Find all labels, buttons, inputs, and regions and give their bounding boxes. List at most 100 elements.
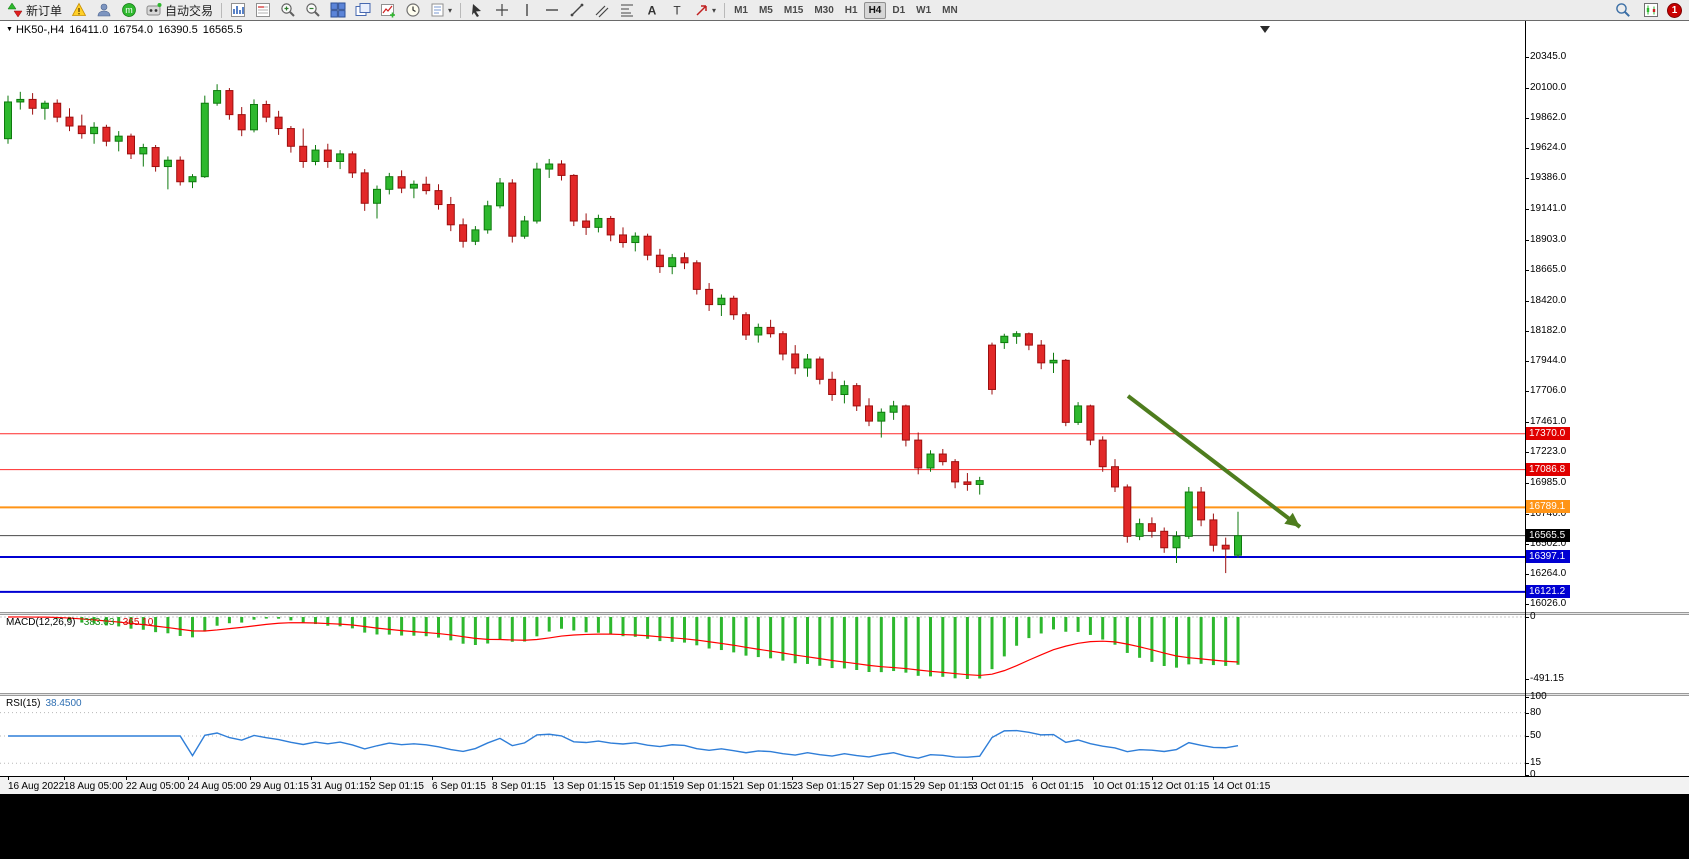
time-axis-label: 2 Sep 01:15: [370, 777, 424, 792]
price-axis-label: 19624.0: [1524, 142, 1567, 154]
time-axis-label: 31 Aug 01:15: [311, 777, 370, 792]
symbol-period: HK50-,H4: [15, 24, 65, 36]
price-axis-label: 18420.0: [1524, 294, 1567, 306]
ohlc-low: 16390.5: [157, 24, 198, 36]
search-icon: [1615, 2, 1631, 18]
market-watch-button[interactable]: [226, 1, 250, 20]
zoom-out-button[interactable]: [301, 1, 325, 20]
ohlc-close: 16565.5: [202, 24, 243, 36]
price-axis-label: 17706.0: [1524, 385, 1567, 397]
time-axis-label: 3 Oct 01:15: [972, 777, 1024, 792]
timeframe-m5[interactable]: M5: [754, 2, 778, 19]
chart-window-area: ▼ HK50-,H4 16411.0 16754.0 16390.5 16565.5 MA…: [0, 21, 1689, 794]
rsi-indicator-panel[interactable]: [0, 696, 1525, 776]
time-axis-label: 12 Oct 01:15: [1152, 777, 1210, 792]
timeframe-d1[interactable]: D1: [887, 2, 910, 19]
clock-icon: [405, 2, 421, 18]
zoom-in-icon: [280, 2, 296, 18]
price-axis-label: 19862.0: [1524, 112, 1567, 124]
price-axis-label: 20345.0: [1524, 51, 1567, 62]
timeframe-m15[interactable]: M15: [779, 2, 808, 19]
price-axis-label: 20100.0: [1524, 82, 1567, 94]
search-button[interactable]: [1611, 1, 1635, 20]
text-icon: A: [644, 2, 660, 18]
time-axis-label: 29 Aug 01:15: [250, 777, 309, 792]
cursor-icon: [469, 2, 485, 18]
new-order-icon: [7, 2, 23, 18]
price-axis-label: 18182.0: [1524, 324, 1567, 336]
macd-indicator-panel[interactable]: [0, 615, 1525, 693]
vertical-line-tool-button[interactable]: [515, 1, 539, 20]
vertical-line-icon: [519, 2, 535, 18]
chart-window-icon: [1643, 2, 1659, 18]
arrows-tool-button[interactable]: ▾: [690, 1, 720, 20]
rsi-axis-label: 80: [1524, 706, 1542, 718]
horizontal-line-icon: [544, 2, 560, 18]
price-axis-label: 16264.0: [1524, 567, 1567, 579]
horizontal-line-tool-button[interactable]: [540, 1, 564, 20]
market-watch-icon: [230, 2, 246, 18]
ohlc-high: 16754.0: [113, 24, 153, 36]
price-axis-label: 17944.0: [1524, 355, 1567, 367]
rsi-label: RSI(15) 38.4500: [6, 698, 82, 709]
panel-splitter-macd[interactable]: [0, 612, 1689, 615]
rsi-value: 38.4500: [45, 698, 82, 709]
time-axis-label: 22 Aug 05:00: [126, 777, 185, 792]
time-axis-label: 8 Sep 01:15: [492, 777, 546, 792]
svg-text:A: A: [648, 4, 657, 18]
cascade-windows-icon: [355, 2, 371, 18]
cascade-windows-button[interactable]: [351, 1, 375, 20]
time-axis-label: 6 Sep 01:15: [432, 777, 486, 792]
fibonacci-tool-button[interactable]: [615, 1, 639, 20]
chart-shift-marker-icon[interactable]: [1260, 26, 1270, 33]
timeframe-h1[interactable]: H1: [840, 2, 863, 19]
label-icon: T: [669, 2, 685, 18]
profile-icon: [96, 2, 112, 18]
new-order-button[interactable]: 新订单: [3, 1, 66, 20]
trendline-icon: [569, 2, 585, 18]
time-axis-label: 10 Oct 01:15: [1093, 777, 1151, 792]
new-chart-icon: [380, 2, 396, 18]
clock-button[interactable]: [401, 1, 425, 20]
time-axis-label: 21 Sep 01:15: [733, 777, 793, 792]
label-tool-button[interactable]: T: [665, 1, 689, 20]
profile-button[interactable]: [92, 1, 116, 20]
data-window-button[interactable]: [251, 1, 275, 20]
channel-tool-button[interactable]: [590, 1, 614, 20]
tile-windows-button[interactable]: [326, 1, 350, 20]
tile-windows-icon: [330, 2, 346, 18]
time-axis-label: 16 Aug 2022: [8, 777, 65, 792]
cursor-tool-button[interactable]: [465, 1, 489, 20]
autotrading-button[interactable]: 自动交易: [142, 1, 217, 20]
timeframe-m1[interactable]: M1: [729, 2, 753, 19]
time-axis[interactable]: 16 Aug 2022 18 Aug 05:00 22 Aug 05:00 24 Au…: [0, 776, 1689, 794]
notification-badge[interactable]: 1: [1667, 2, 1682, 18]
new-chart-button[interactable]: [376, 1, 400, 20]
time-axis-label: 6 Oct 01:15: [1032, 777, 1084, 792]
rsi-axis-label: 0: [1525, 769, 1536, 780]
zoom-in-button[interactable]: [276, 1, 300, 20]
mql-community-button[interactable]: m: [117, 1, 141, 20]
price-level-tag: 16121.2: [1526, 584, 1570, 598]
price-axis-label: 17223.0: [1524, 446, 1567, 458]
templates-button[interactable]: ▾: [426, 1, 456, 20]
timeframe-h4[interactable]: H4: [863, 1, 887, 19]
toolbar-separator: [221, 2, 223, 18]
timeframe-m30[interactable]: M30: [809, 2, 838, 19]
alert-button[interactable]: [67, 1, 91, 20]
timeframe-mn[interactable]: MN: [937, 2, 963, 19]
price-axis-label: 17461.0: [1524, 416, 1567, 428]
zoom-out-icon: [305, 2, 321, 18]
price-axis-label: 19141.0: [1524, 203, 1567, 215]
text-tool-button[interactable]: A: [640, 1, 664, 20]
timeframe-w1[interactable]: W1: [911, 2, 936, 19]
panel-splitter-rsi[interactable]: [0, 693, 1689, 696]
trendline-tool-button[interactable]: [565, 1, 589, 20]
autotrading-label: 自动交易: [165, 3, 214, 18]
chart-window-button[interactable]: [1639, 1, 1663, 20]
toolbar: 新订单 m 自动交易 ▾ A T ▾ M1 M5: [0, 0, 1689, 21]
main-price-chart[interactable]: [0, 21, 1525, 612]
ohlc-open: 16411.0: [69, 24, 109, 36]
crosshair-tool-button[interactable]: [490, 1, 514, 20]
price-level-tag: 17086.8: [1526, 462, 1570, 476]
